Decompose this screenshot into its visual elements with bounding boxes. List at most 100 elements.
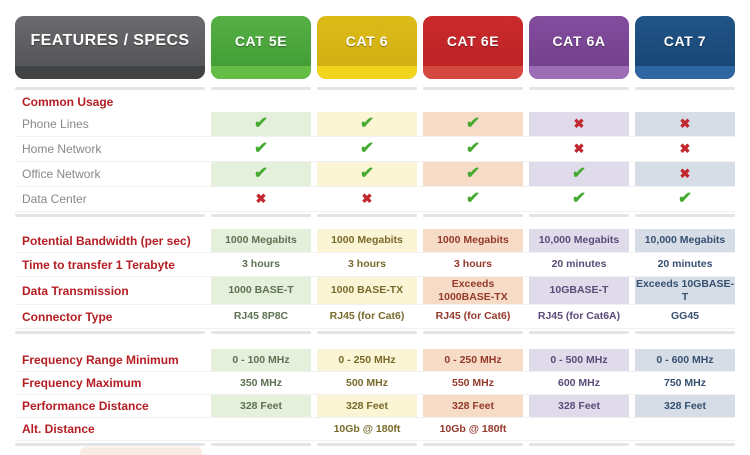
cross-icon: ✖ [573, 115, 585, 131]
spec-cell: 0 - 500 MHz [529, 349, 629, 371]
spec-cell: 1000 BASE-T [211, 277, 311, 304]
divider-segment [15, 443, 205, 446]
row-label: Connector Type [22, 309, 113, 324]
spec-cell: Exceeds 10GBASE-T [635, 277, 735, 304]
table-row: Office Network ✔ ✔ ✔ ✔ ✖ [15, 162, 735, 187]
features-specs-tab: FEATURES / SPECS [15, 16, 205, 79]
tab-bottom-strip [529, 66, 629, 79]
row-label: Alt. Distance [22, 422, 95, 436]
divider-segment [423, 87, 523, 90]
divider-segment [635, 214, 735, 217]
column-tab-label: CAT 6E [446, 33, 500, 49]
divider-segment [635, 443, 735, 446]
tab-bottom-strip [423, 66, 523, 79]
spec-cell: 328 Feet [211, 395, 311, 417]
usage-cell: ✔ [423, 137, 523, 161]
spec-cell: GG45 [670, 310, 699, 323]
usage-cell: ✖ [529, 137, 629, 161]
divider-segment [211, 443, 311, 446]
divider-segment [317, 87, 417, 90]
spec-cell: 1000 Megabits [423, 229, 523, 252]
usage-cell: ✔ [423, 162, 523, 186]
row-label: Performance Distance [22, 399, 149, 413]
section-frequency-specs: Frequency Range Minimum 0 - 100 MHz 0 - 25… [15, 349, 735, 441]
spec-cell: 10,000 Megabits [635, 229, 735, 252]
table-row: Phone Lines ✔ ✔ ✔ ✖ ✖ [15, 112, 735, 137]
spec-cell: 550 MHz [451, 376, 494, 389]
cross-icon: ✖ [255, 190, 267, 206]
spec-cell: 600 MHz [557, 376, 600, 389]
table-row: Performance Distance 328 Feet 328 Feet 328 … [15, 395, 735, 418]
section-title: Common Usage [22, 95, 114, 109]
section-common-usage: Common Usage Phone Lines ✔ ✔ ✔ ✖ ✖ Home Network… [15, 92, 735, 212]
spec-cell: 20 minutes [551, 258, 607, 271]
usage-cell: ✔ [211, 112, 311, 136]
usage-cell: ✖ [635, 162, 735, 186]
usage-cell: ✖ [529, 112, 629, 136]
check-icon: ✔ [253, 139, 269, 157]
divider-segment [423, 214, 523, 217]
section-divider [15, 87, 735, 90]
column-tab-cat-6a: CAT 6A [529, 16, 629, 79]
section-divider [15, 214, 735, 217]
check-icon: ✔ [465, 164, 481, 182]
table-row: Connector Type RJ45 8P8C RJ45 (for Cat6) RJ… [15, 305, 735, 329]
spec-cell: 1000 BASE-TX [317, 277, 417, 304]
spec-cell: 10Gb @ 180ft [439, 422, 507, 435]
spec-cell: 3 hours [242, 258, 280, 271]
spec-cell: 1000 Megabits [317, 229, 417, 252]
check-icon: ✔ [571, 189, 587, 207]
spec-cell: 0 - 250 MHz [317, 349, 417, 371]
cropped-element [80, 447, 202, 455]
table-body: Common Usage Phone Lines ✔ ✔ ✔ ✖ ✖ Home Network… [15, 87, 735, 446]
divider-segment [529, 443, 629, 446]
divider-segment [529, 214, 629, 217]
spec-cell: 0 - 250 MHz [423, 349, 523, 371]
divider-segment [423, 331, 523, 334]
column-tab-cat-7: CAT 7 [635, 16, 735, 79]
row-label: Data Transmission [22, 283, 129, 298]
table-row: Frequency Range Minimum 0 - 100 MHz 0 - 25… [15, 349, 735, 372]
tab-bottom-strip [317, 66, 417, 79]
spec-cell: 500 MHz [345, 376, 388, 389]
spec-cell: 20 minutes [657, 258, 713, 271]
check-icon: ✔ [571, 164, 587, 182]
divider-segment [211, 331, 311, 334]
usage-cell: ✖ [317, 187, 417, 211]
section-title-row: Common Usage [15, 92, 735, 112]
row-label: Home Network [22, 142, 102, 156]
row-label: Time to transfer 1 Terabyte [22, 257, 175, 272]
cross-icon: ✖ [679, 115, 691, 131]
tab-bottom-strip [635, 66, 735, 79]
divider-segment [529, 87, 629, 90]
spec-cell: 328 Feet [423, 395, 523, 417]
cross-icon: ✖ [361, 190, 373, 206]
check-icon: ✔ [359, 114, 375, 132]
usage-cell: ✔ [529, 162, 629, 186]
column-tab-label: CAT 5E [234, 33, 288, 49]
divider-segment [211, 214, 311, 217]
column-tab-label: CAT 6A [552, 33, 606, 49]
table-row: Frequency Maximum 350 MHz 500 MHz 550 MHz 60… [15, 372, 735, 395]
usage-cell: ✔ [317, 162, 417, 186]
table-row: Alt. Distance 10Gb @ 180ft 10Gb @ 180ft [15, 418, 735, 441]
spec-cell: 3 hours [348, 258, 386, 271]
column-tab-cat-6e: CAT 6E [423, 16, 523, 79]
divider-segment [635, 331, 735, 334]
spec-cell: Exceeds 1000BASE-TX [423, 277, 523, 304]
row-label: Office Network [22, 167, 101, 181]
divider-segment [15, 87, 205, 90]
spec-cell [211, 418, 311, 440]
divider-segment [317, 331, 417, 334]
divider-segment [317, 443, 417, 446]
spec-cell: RJ45 (for Cat6) [329, 310, 405, 323]
divider-segment [423, 443, 523, 446]
usage-cell: ✖ [635, 112, 735, 136]
table-row: Data Center ✖ ✖ ✔ ✔ ✔ [15, 187, 735, 212]
spec-cell: 350 MHz [239, 376, 282, 389]
row-label: Frequency Range Minimum [22, 353, 179, 367]
usage-cell: ✔ [211, 162, 311, 186]
usage-cell: ✔ [317, 112, 417, 136]
usage-cell: ✖ [211, 187, 311, 211]
spec-cell: RJ45 8P8C [233, 310, 289, 323]
